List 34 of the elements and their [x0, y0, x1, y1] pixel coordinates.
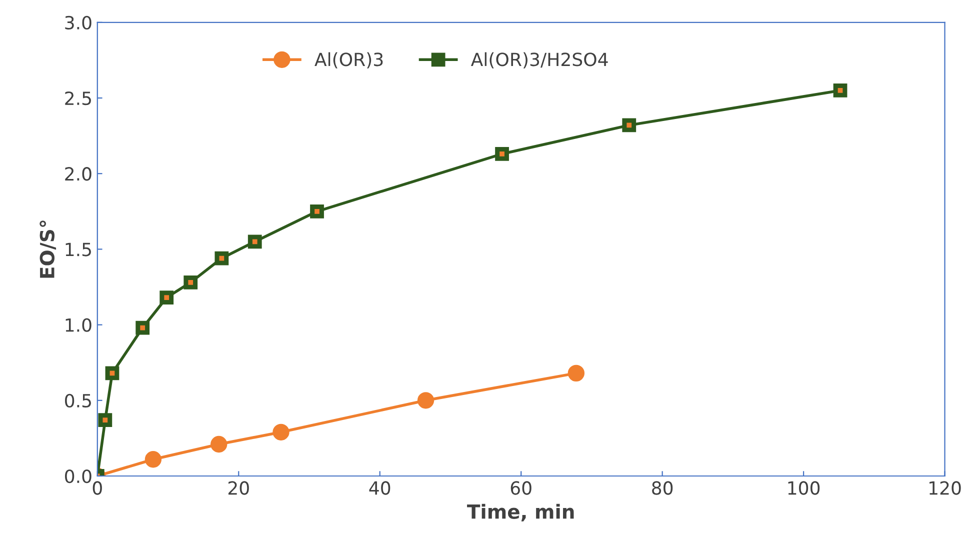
y-axis-title: EO/S°	[40, 220, 56, 278]
point	[105, 366, 120, 380]
y-tick-label: 0.0	[65, 469, 92, 484]
x-tick-label: 120	[930, 481, 961, 495]
x-tick-label: 40	[369, 481, 390, 495]
legend-label: Al(OR)3	[314, 52, 383, 68]
y-tick-label: 1.0	[66, 318, 92, 332]
point	[184, 276, 198, 290]
point	[568, 364, 585, 382]
x-tick-label: 20	[228, 481, 249, 495]
point	[417, 392, 434, 409]
point	[98, 413, 112, 427]
point	[310, 204, 324, 218]
point	[136, 320, 150, 335]
point	[495, 147, 509, 161]
point	[210, 436, 228, 453]
point	[160, 290, 174, 305]
y-tick-label: 2.0	[65, 167, 92, 181]
x-tick-label: 80	[652, 481, 673, 495]
point	[248, 234, 262, 249]
point	[833, 83, 848, 98]
y-tick-label: 0.5	[65, 394, 91, 408]
x-tick-label: 100	[788, 481, 820, 495]
x-axis-title: Time, min	[467, 504, 574, 522]
y-tick-label: 2.5	[65, 91, 91, 106]
x-tick-label: 60	[510, 481, 532, 495]
y-tick-label: 1.5	[66, 242, 91, 256]
legend-label: Al(OR)3/H2SO4	[470, 52, 608, 68]
x-tick-label: 0	[92, 481, 102, 495]
point	[214, 251, 229, 266]
point	[622, 118, 636, 132]
point	[272, 424, 290, 440]
y-tick-label: 3.0	[65, 16, 92, 30]
point	[144, 451, 162, 468]
